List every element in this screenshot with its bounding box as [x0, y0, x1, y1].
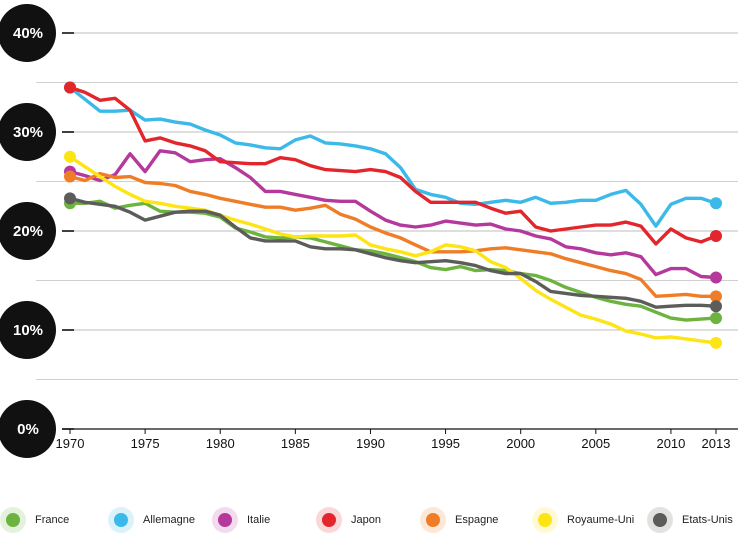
y-tick-label: 30% — [13, 124, 43, 141]
y-tick-badge — [0, 301, 56, 359]
start-point-royaume-uni — [64, 150, 76, 163]
x-tick-label: 1990 — [356, 436, 385, 451]
y-tick-badge — [0, 4, 56, 62]
end-point-japon — [710, 229, 722, 242]
end-point-allemagne — [710, 197, 722, 210]
gridlines — [36, 32, 738, 380]
legend-label: France — [35, 514, 70, 526]
legend-item-royaume-uni: Royaume-Uni — [532, 500, 634, 540]
x-axis: 1970 1975 1980 1985 1990 1995 2000 2005 2010 2013 — [56, 429, 731, 451]
series-line-allemagne — [68, 85, 718, 228]
legend-label: Etats-Unis — [682, 514, 733, 526]
legend-label: Royaume-Uni — [567, 514, 635, 526]
x-tick-label: 1995 — [431, 436, 460, 451]
x-tick-label: 2013 — [702, 436, 731, 451]
y-tick-label: 10% — [13, 322, 43, 339]
end-point-espagne — [710, 290, 722, 303]
line-chart: 0% 10% 20% 30% 40% 1970 1975 1980 1985 1990 1995 2… — [0, 4, 738, 458]
legend-label: Allemagne — [143, 514, 195, 526]
x-tick-label: 2000 — [506, 436, 535, 451]
legend-swatch — [0, 507, 26, 533]
legend-swatch — [212, 507, 238, 533]
legend-swatch — [108, 507, 134, 533]
y-tick-badge — [0, 103, 56, 161]
legend-item-allemagne: Allemagne — [108, 500, 195, 540]
x-tick-label: 1975 — [131, 436, 160, 451]
start-point-espagne — [64, 170, 76, 183]
legend-label: Italie — [247, 514, 271, 526]
x-tick-label: 2010 — [656, 436, 685, 451]
legend-item-espagne: Espagne — [420, 500, 498, 540]
x-tick-label: 1970 — [56, 436, 85, 451]
series-lines — [64, 81, 722, 349]
start-point-japon — [64, 81, 76, 94]
legend-swatch — [316, 507, 342, 533]
start-point-etats-unis — [64, 192, 76, 205]
legend-item-japon: Japon — [316, 500, 381, 540]
legend-item-france: France — [0, 500, 69, 540]
legend-item-etats-unis: Etats-Unis — [647, 500, 733, 540]
x-tick-label: 2005 — [581, 436, 610, 451]
y-tick-label: 40% — [13, 25, 43, 42]
end-point-italie — [710, 271, 722, 284]
y-axis: 0% 10% 20% 30% 40% — [0, 4, 74, 458]
y-tick-label: 20% — [13, 223, 43, 240]
legend-label: Japon — [351, 514, 381, 526]
end-point-france — [710, 312, 722, 325]
legend-swatch — [532, 507, 558, 533]
legend-swatch — [647, 507, 673, 533]
legend: France Allemagne Italie Japon Espagne Royaume… — [0, 500, 738, 540]
end-point-royaume-uni — [710, 336, 722, 349]
series-line-espagne — [68, 171, 718, 298]
legend-swatch — [420, 507, 446, 533]
end-point-etats-unis — [710, 300, 722, 313]
series-line-italie — [68, 149, 718, 280]
series-line-japon — [68, 85, 718, 246]
x-tick-label: 1985 — [281, 436, 310, 451]
legend-item-italie: Italie — [212, 500, 270, 540]
y-tick-badge — [0, 400, 56, 458]
y-tick-badge — [0, 202, 56, 260]
series-line-royaume-uni — [68, 155, 718, 345]
series-line-etats-unis — [68, 196, 718, 309]
legend-label: Espagne — [455, 514, 499, 526]
y-tick-label: 0% — [17, 421, 39, 438]
x-tick-label: 1980 — [206, 436, 235, 451]
